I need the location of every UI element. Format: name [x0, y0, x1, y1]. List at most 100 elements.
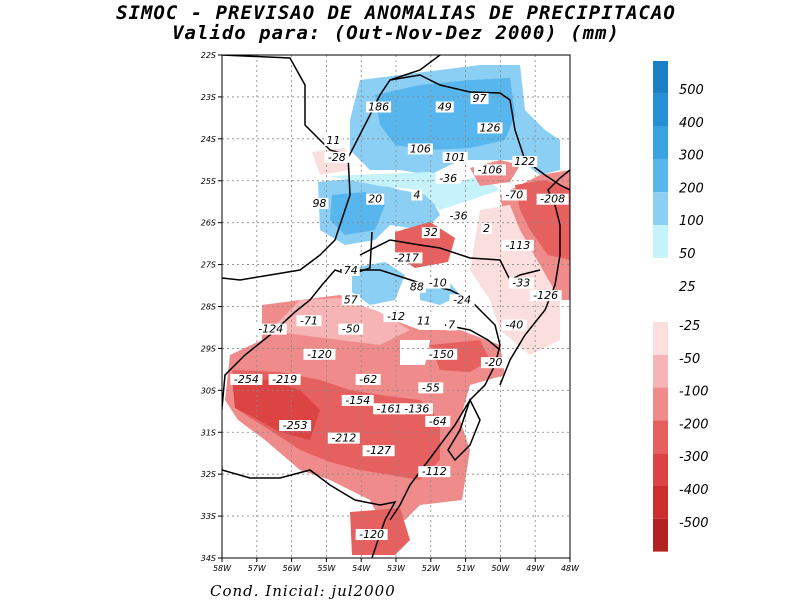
contour-label: 106	[410, 142, 431, 155]
contour-label: -50	[342, 323, 360, 336]
contour-label: -150	[429, 348, 454, 361]
lon-tick-label: 52W	[422, 564, 441, 573]
contour-label-bg	[383, 311, 409, 323]
contour-label-bg	[407, 281, 426, 293]
contour-label-bg	[425, 348, 458, 360]
lat-tick-label: 32S	[201, 470, 216, 479]
contour-label-bg	[310, 197, 329, 209]
lat-tick-label: 34S	[201, 554, 216, 563]
contour-label: -127	[366, 444, 391, 457]
lat-tick-label: 25S	[201, 177, 216, 186]
boundaries	[222, 55, 570, 558]
contour-label: -12	[387, 310, 405, 323]
contour-label-bg	[442, 151, 468, 163]
anomaly-map: 22S23S24S25S26S27S28S29S30S31S32S33S34S …	[201, 51, 709, 573]
contour-label-bg	[366, 101, 392, 113]
lon-tick-label: 57W	[248, 564, 267, 573]
contour-label-bg	[411, 189, 423, 201]
contour-label: -40	[505, 318, 523, 331]
contour-label-bg	[480, 223, 492, 235]
contour-label: -113	[505, 239, 530, 252]
colorbar-swatch-negative	[653, 322, 668, 355]
colorbar-tick-negative: -500	[679, 516, 709, 531]
colorbar-tick-positive: 50	[679, 247, 696, 262]
contour-label: -62	[359, 373, 377, 386]
colorbar: 500 400 300 200 100 50 25 -25 -50 -100 -200 -300 -40…	[653, 61, 709, 552]
colorbar-tick-negative: -400	[679, 483, 709, 498]
lon-tick-label: 54W	[352, 564, 371, 573]
coastline	[499, 169, 570, 386]
contour-label: 101	[445, 151, 466, 164]
lon-tick-label: 50W	[491, 564, 510, 573]
colorbar-tick-negative: -300	[679, 450, 709, 465]
longitude-axis: 58W 57W 56W 55W 54W 53W 52W 51W 50W 49W 48W	[213, 558, 580, 573]
colorbar-swatch-negative	[653, 420, 668, 454]
contour-label-bg	[355, 373, 381, 385]
contour-label-bg	[230, 373, 263, 385]
colorbar-swatch-negative	[653, 486, 668, 519]
contour-label: -212	[331, 432, 356, 445]
contour-label-bg	[473, 164, 506, 176]
lat-tick-label: 22S	[201, 51, 216, 60]
pos-region-center	[352, 262, 405, 305]
neg-region-mid	[270, 298, 410, 345]
lon-tick-label: 53W	[387, 564, 406, 573]
contour-label: 7	[448, 318, 455, 331]
colorbar-swatch-positive	[653, 61, 668, 94]
contour-label-bg	[418, 382, 444, 394]
contour-label: 4	[413, 189, 420, 202]
contour-label: 49	[438, 100, 452, 113]
contour-label-bg	[501, 319, 527, 331]
lon-tick-label: 49W	[526, 564, 545, 573]
contour-label-bg	[366, 193, 385, 205]
contour-label-bg	[341, 264, 360, 276]
graticule	[222, 55, 570, 558]
contour-label-bg	[480, 357, 506, 369]
contour-label-bg	[512, 155, 538, 167]
contour-label: -161	[377, 402, 402, 415]
contour-label: -208	[540, 193, 565, 206]
contour-label: -106	[477, 163, 502, 176]
map-subtitle: Valido para: (Out-Nov-Dez 2000) (mm)	[172, 22, 620, 44]
contour-label: 11	[417, 314, 431, 327]
contour-label: 88	[410, 281, 424, 294]
contour-label: -28	[328, 151, 346, 164]
contour-label-bg	[303, 348, 336, 360]
contour-label: -33	[512, 277, 530, 290]
lagoon	[447, 398, 481, 462]
lon-tick-label: 58W	[213, 564, 232, 573]
lat-tick-label: 30S	[201, 386, 216, 395]
contour-label: -70	[505, 189, 523, 202]
contour-label: 2	[483, 222, 490, 235]
contour-label: -36	[450, 209, 468, 222]
contour-label: -136	[404, 402, 429, 415]
contour-label-bg	[529, 290, 562, 302]
contour-labels: 186 49 97 126 106 101 122 11 -28 -106 -36 -70 -208 98…	[230, 92, 569, 541]
contour-label-bg	[373, 403, 406, 415]
lat-tick-label: 26S	[201, 219, 216, 228]
boundary-sc-pr	[359, 239, 541, 282]
colorbar-tick-negative: -50	[679, 352, 700, 367]
contour-label: -64	[429, 415, 447, 428]
contour-label-bg	[508, 277, 534, 289]
colorbar-tick-positive: 500	[679, 83, 704, 98]
contour-label: -112	[422, 465, 447, 478]
contour-label-bg	[425, 415, 451, 427]
contour-label-bg	[296, 315, 322, 327]
colorbar-swatch-negative	[653, 387, 668, 421]
contour-label-bg	[421, 227, 440, 239]
contour-label: -120	[359, 528, 384, 541]
lat-tick-label: 23S	[201, 93, 216, 102]
contour-label-bg	[324, 151, 350, 163]
boundary-argentina-brazil	[222, 231, 397, 558]
contour-label: 57	[344, 293, 358, 306]
colorbar-swatch-positive	[653, 126, 668, 160]
contour-label: -120	[307, 348, 332, 361]
lat-tick-label: 27S	[201, 261, 216, 270]
contour-label: -24	[453, 293, 471, 306]
contour-label: 98	[312, 197, 326, 210]
colorbar-swatch-negative	[653, 518, 668, 552]
lat-tick-label: 28S	[201, 303, 216, 312]
lat-tick-label: 24S	[201, 135, 216, 144]
contour-label-bg	[446, 319, 458, 331]
